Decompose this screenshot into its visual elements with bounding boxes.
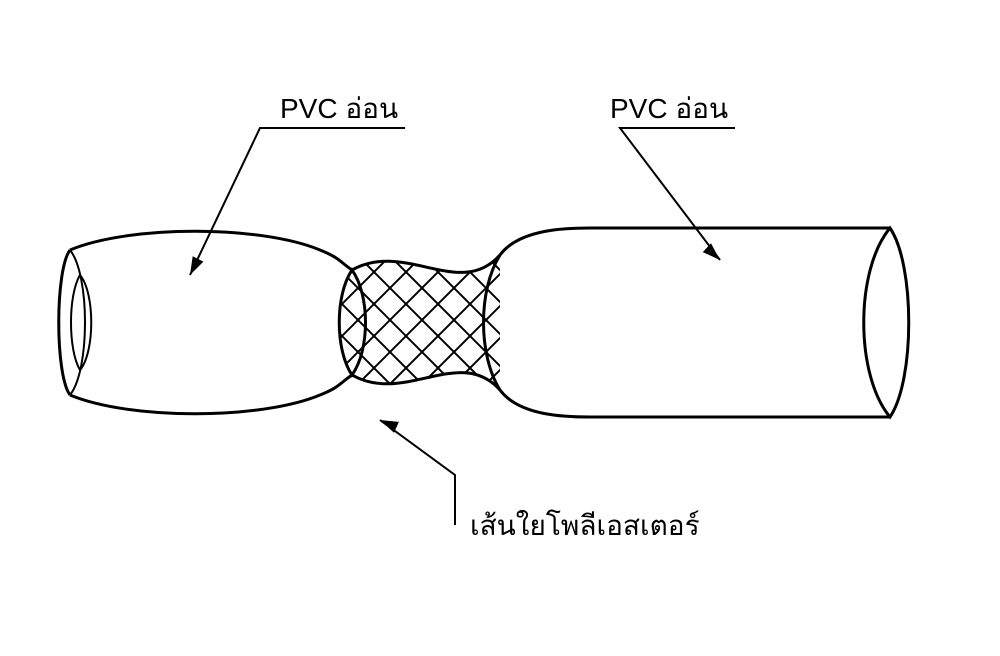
label-outer-pvc: PVC อ่อน — [610, 93, 728, 124]
inner-tube — [59, 231, 352, 414]
outer-tube — [484, 228, 909, 417]
leader-lines — [190, 128, 735, 525]
braid-layer — [120, 210, 948, 430]
label-braid: เส้นใยโพลีเอสเตอร์ — [470, 509, 700, 541]
label-inner-pvc: PVC อ่อน — [280, 93, 398, 124]
hose-diagram: PVC อ่อน PVC อ่อน เส้นใยโพลีเอสเตอร์ — [0, 0, 1000, 656]
